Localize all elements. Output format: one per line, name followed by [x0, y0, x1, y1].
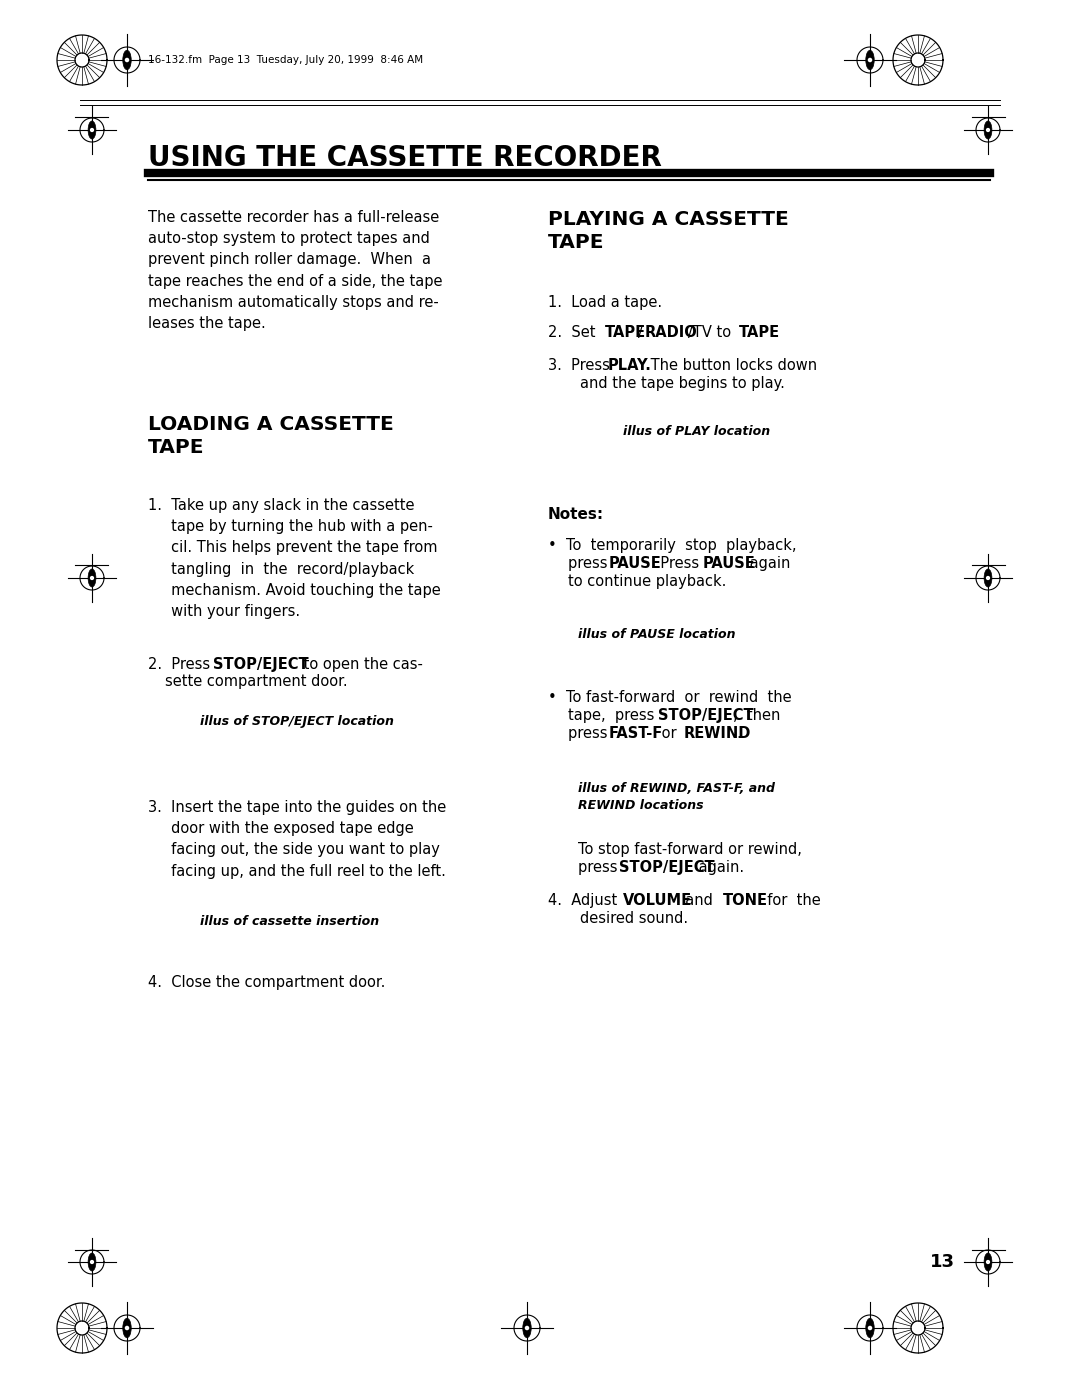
Ellipse shape [866, 50, 874, 70]
Circle shape [986, 1260, 989, 1263]
Text: 4.  Adjust: 4. Adjust [548, 893, 626, 908]
Text: and the tape begins to play.: and the tape begins to play. [580, 376, 785, 391]
Text: illus of REWIND, FAST-F, and
REWIND locations: illus of REWIND, FAST-F, and REWIND loca… [578, 782, 775, 812]
Text: The cassette recorder has a full-release
auto-stop system to protect tapes and
p: The cassette recorder has a full-release… [148, 210, 443, 331]
Text: 1.  Load a tape.: 1. Load a tape. [548, 295, 662, 310]
Circle shape [986, 129, 989, 131]
Ellipse shape [866, 1319, 874, 1338]
Text: and: and [676, 893, 723, 908]
Ellipse shape [89, 122, 96, 138]
Circle shape [91, 577, 94, 580]
Text: REWIND: REWIND [684, 726, 752, 740]
Text: USING THE CASSETTE RECORDER: USING THE CASSETTE RECORDER [148, 144, 662, 172]
Text: /: / [638, 326, 643, 339]
Text: PLAYING A CASSETTE
TAPE: PLAYING A CASSETTE TAPE [548, 210, 788, 251]
Text: press: press [568, 556, 612, 571]
Text: VOLUME: VOLUME [623, 893, 692, 908]
Text: desired sound.: desired sound. [580, 911, 688, 926]
Text: to continue playback.: to continue playback. [568, 574, 727, 590]
Text: The button locks down: The button locks down [646, 358, 818, 373]
Ellipse shape [984, 122, 991, 138]
Circle shape [125, 1326, 129, 1330]
Text: 3.  Insert the tape into the guides on the
     door with the exposed tape edge
: 3. Insert the tape into the guides on th… [148, 800, 446, 879]
Text: again: again [745, 556, 791, 571]
Text: STOP/EJECT: STOP/EJECT [213, 657, 309, 672]
Text: •  To fast-forward  or  rewind  the: • To fast-forward or rewind the [548, 690, 792, 705]
Text: press: press [568, 726, 612, 740]
Text: press: press [578, 861, 622, 875]
Ellipse shape [984, 569, 991, 587]
Text: 2.  Set: 2. Set [548, 326, 600, 339]
Text: illus of cassette insertion: illus of cassette insertion [200, 915, 379, 928]
Text: PAUSE: PAUSE [609, 556, 662, 571]
Text: PLAY.: PLAY. [608, 358, 652, 373]
Text: /TV to: /TV to [688, 326, 735, 339]
Text: or: or [657, 726, 681, 740]
Text: STOP/EJECT: STOP/EJECT [658, 708, 754, 724]
Text: again.: again. [694, 861, 744, 875]
Text: 16-132.fm  Page 13  Tuesday, July 20, 1999  8:46 AM: 16-132.fm Page 13 Tuesday, July 20, 1999… [148, 54, 423, 66]
Text: . Press: . Press [651, 556, 704, 571]
Ellipse shape [123, 1319, 132, 1338]
Text: PAUSE: PAUSE [703, 556, 756, 571]
Text: .: . [772, 326, 777, 339]
Ellipse shape [123, 50, 132, 70]
Circle shape [868, 1326, 872, 1330]
Text: RADIO: RADIO [645, 326, 698, 339]
Text: Notes:: Notes: [548, 507, 604, 522]
Circle shape [91, 129, 94, 131]
Text: 2.  Press: 2. Press [148, 657, 215, 672]
Text: 4.  Close the compartment door.: 4. Close the compartment door. [148, 975, 386, 990]
Text: TONE: TONE [723, 893, 768, 908]
Text: LOADING A CASSETTE
TAPE: LOADING A CASSETTE TAPE [148, 415, 394, 457]
Ellipse shape [89, 1253, 96, 1271]
Text: .: . [735, 726, 741, 740]
Text: TAPE: TAPE [605, 326, 646, 339]
Text: illus of PLAY location: illus of PLAY location [623, 425, 770, 439]
Circle shape [125, 59, 129, 61]
Text: 1.  Take up any slack in the cassette
     tape by turning the hub with a pen-
 : 1. Take up any slack in the cassette tap… [148, 497, 441, 619]
Circle shape [526, 1326, 528, 1330]
Text: 3.  Press: 3. Press [548, 358, 615, 373]
Ellipse shape [89, 569, 96, 587]
Text: TAPE: TAPE [739, 326, 780, 339]
Text: STOP/EJECT: STOP/EJECT [619, 861, 715, 875]
Text: ,  then: , then [733, 708, 781, 724]
Text: illus of STOP/EJECT location: illus of STOP/EJECT location [200, 715, 394, 728]
Circle shape [91, 1260, 94, 1263]
Ellipse shape [984, 1253, 991, 1271]
Ellipse shape [523, 1319, 531, 1338]
Text: to open the cas-: to open the cas- [299, 657, 423, 672]
Text: •  To  temporarily  stop  playback,: • To temporarily stop playback, [548, 538, 797, 553]
Text: To stop fast-forward or rewind,: To stop fast-forward or rewind, [578, 842, 801, 856]
Circle shape [986, 577, 989, 580]
Text: illus of PAUSE location: illus of PAUSE location [578, 629, 735, 641]
Circle shape [868, 59, 872, 61]
Text: tape,  press: tape, press [568, 708, 663, 724]
Text: for  the: for the [758, 893, 821, 908]
Text: FAST-F: FAST-F [609, 726, 663, 740]
Text: 13: 13 [930, 1253, 955, 1271]
Text: sette compartment door.: sette compartment door. [165, 673, 348, 689]
